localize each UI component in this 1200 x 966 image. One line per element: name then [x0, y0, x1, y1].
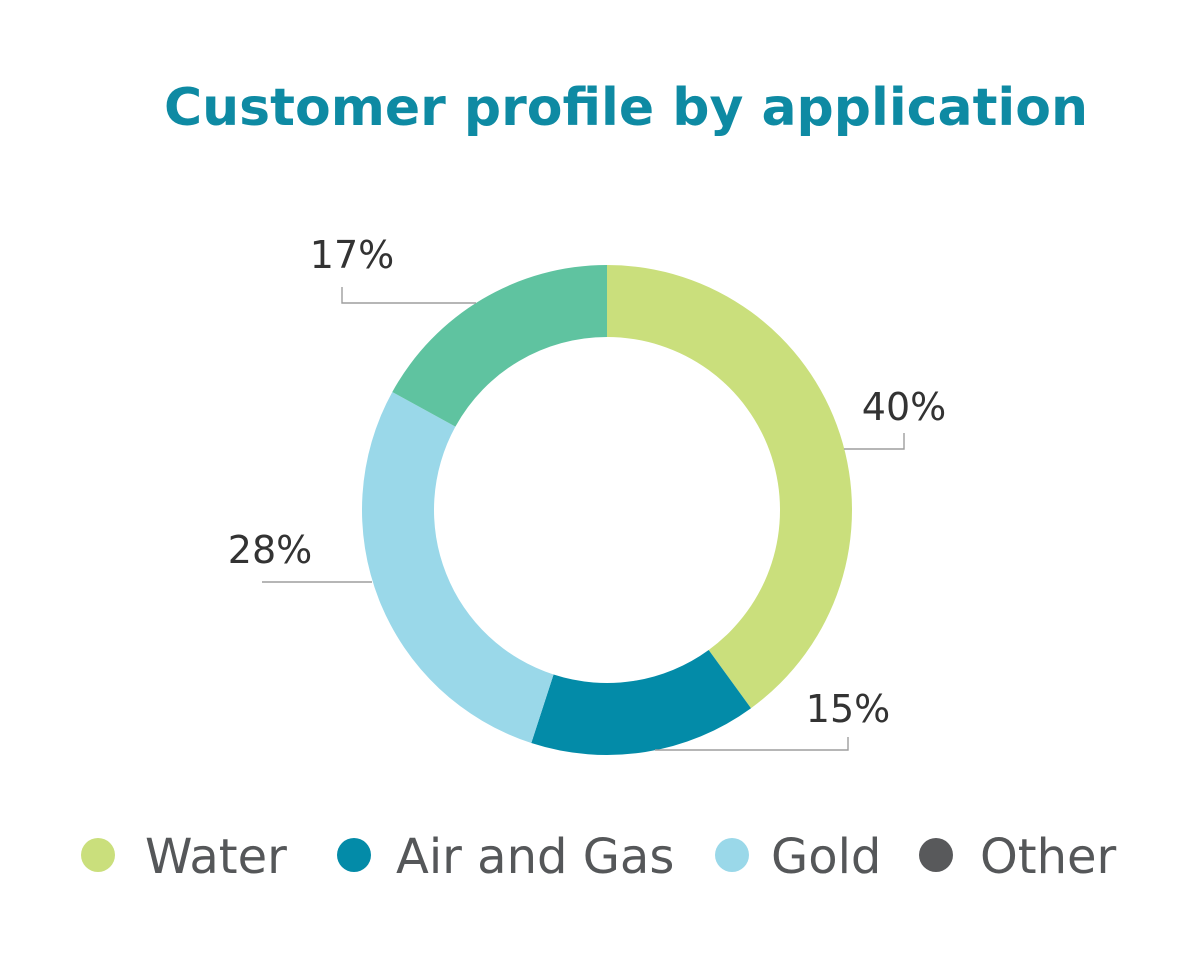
- legend-label: Water: [145, 829, 287, 885]
- legend-item-water: Water: [81, 829, 287, 885]
- slice-labels: 40% 15% 28% 17%: [228, 233, 946, 731]
- legend-swatch: [81, 838, 115, 872]
- donut-slices: [361, 265, 852, 756]
- slice-label: 28%: [228, 528, 312, 572]
- legend-swatch: [337, 838, 371, 872]
- slice-28pct: [361, 391, 554, 744]
- legend-label: Air and Gas: [396, 829, 674, 885]
- legend-item-gold: Gold: [715, 829, 881, 885]
- legend-label: Other: [980, 829, 1117, 885]
- legend-swatch: [715, 838, 749, 872]
- leader-line: [341, 287, 476, 304]
- leader-line: [655, 737, 849, 751]
- slice-label: 15%: [806, 687, 890, 731]
- legend-item-air-and-gas: Air and Gas: [337, 829, 674, 885]
- legend-item-other: Other: [919, 829, 1117, 885]
- legend: Water Air and Gas Gold Other: [81, 829, 1117, 885]
- slice-40pct: [607, 265, 852, 709]
- legend-swatch: [919, 838, 953, 872]
- leader-lines: [262, 287, 905, 751]
- legend-label: Gold: [771, 829, 881, 885]
- chart-title: Customer profile by application: [164, 78, 1088, 138]
- slice-label: 17%: [310, 233, 394, 277]
- leader-line: [844, 433, 905, 450]
- slice-label: 40%: [862, 385, 946, 429]
- slice-17pct: [392, 265, 607, 427]
- slice-15pct: [531, 649, 752, 756]
